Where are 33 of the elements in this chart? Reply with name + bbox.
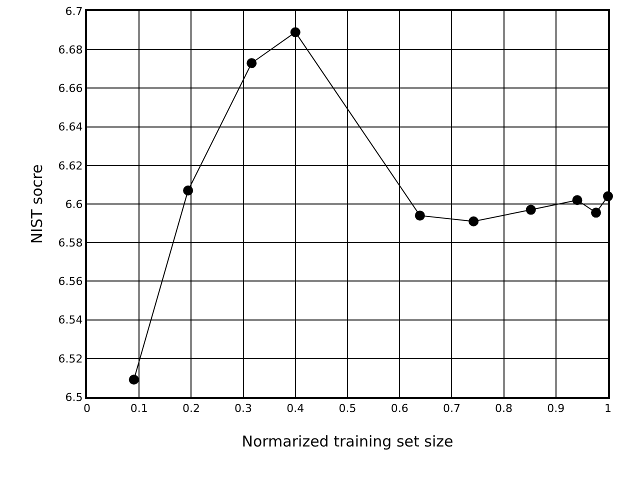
point — [128, 374, 139, 385]
x-tick-label: 0.9 — [547, 402, 565, 416]
point — [468, 216, 479, 226]
y-axis-title: NIST socre — [28, 164, 46, 244]
x-axis-title: Normarized training set size — [242, 432, 454, 451]
x-tick-label: 0.5 — [338, 402, 356, 416]
point — [183, 185, 194, 196]
y-tick-label: 6.54 — [58, 314, 83, 327]
x-tick-label: 0.6 — [390, 402, 408, 416]
point — [246, 58, 257, 68]
y-tick-label: 6.52 — [58, 352, 83, 366]
y-tick-label: 6.64 — [58, 120, 83, 134]
x-tick-label: 0.7 — [442, 402, 460, 416]
y-tick-label: 6.6 — [65, 198, 83, 211]
y-tick-label: 6.7 — [65, 4, 83, 18]
point — [290, 27, 300, 38]
y-tick-label: 6.58 — [58, 236, 83, 250]
x-tick-label: 0.4 — [286, 402, 304, 416]
y-tick-label: 6.5 — [65, 390, 83, 404]
point — [572, 195, 582, 206]
x-tick-label: 0.8 — [495, 402, 513, 416]
x-tick-label: 0 — [84, 402, 90, 416]
y-tick-label: 6.56 — [58, 275, 83, 288]
y-tick-label: 6.66 — [58, 82, 83, 96]
point — [414, 210, 425, 221]
y-tick-label: 6.62 — [58, 159, 83, 172]
point — [526, 204, 536, 215]
x-tick-label: 1 — [604, 402, 612, 416]
y-tick-label: 6.68 — [58, 43, 83, 56]
x-tick-label: 0.2 — [182, 402, 200, 416]
x-tick-label: 0.3 — [234, 402, 252, 416]
point — [591, 208, 602, 218]
x-tick-label: 0.1 — [130, 402, 148, 416]
